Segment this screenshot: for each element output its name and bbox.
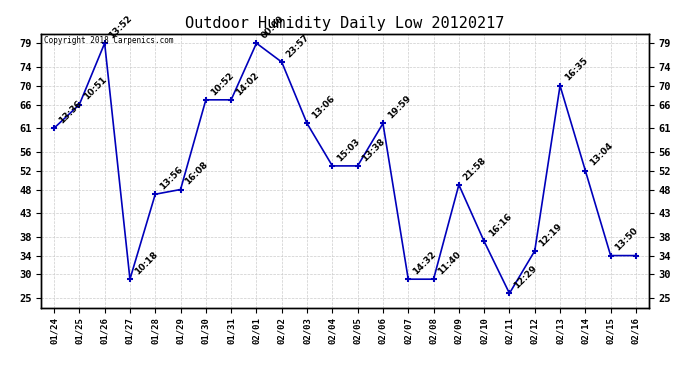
Text: 16:08: 16:08 <box>184 160 210 187</box>
Text: 13:50: 13:50 <box>613 226 640 253</box>
Title: Outdoor Humidity Daily Low 20120217: Outdoor Humidity Daily Low 20120217 <box>186 16 504 31</box>
Text: 13:38: 13:38 <box>360 136 387 163</box>
Text: 13:56: 13:56 <box>158 165 185 192</box>
Text: 10:51: 10:51 <box>82 75 108 102</box>
Text: 16:35: 16:35 <box>563 56 589 83</box>
Text: 11:40: 11:40 <box>436 250 463 276</box>
Text: 13:52: 13:52 <box>108 14 134 40</box>
Text: 21:58: 21:58 <box>462 155 489 182</box>
Text: 13:04: 13:04 <box>588 141 615 168</box>
Text: 14:02: 14:02 <box>234 70 261 97</box>
Text: 19:59: 19:59 <box>386 94 413 121</box>
Text: 13:06: 13:06 <box>310 94 336 121</box>
Text: 00:00: 00:00 <box>259 14 286 40</box>
Text: 23:57: 23:57 <box>284 33 311 59</box>
Text: 10:18: 10:18 <box>132 250 159 276</box>
Text: 14:32: 14:32 <box>411 250 437 276</box>
Text: 10:52: 10:52 <box>208 70 235 97</box>
Text: 12:29: 12:29 <box>512 264 539 291</box>
Text: 16:16: 16:16 <box>487 212 513 238</box>
Text: Copyright 2018 Carpenics.com: Copyright 2018 Carpenics.com <box>44 36 174 45</box>
Text: 13:36: 13:36 <box>57 99 83 125</box>
Text: 12:19: 12:19 <box>538 221 564 248</box>
Text: 15:03: 15:03 <box>335 136 362 163</box>
